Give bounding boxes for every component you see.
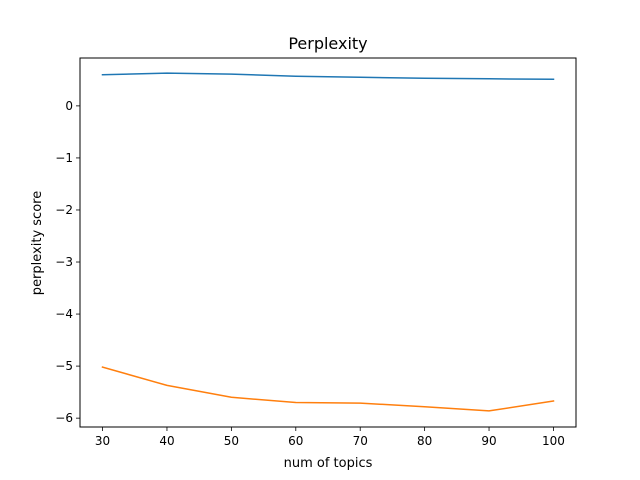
y-tick-label: −1 (55, 151, 73, 165)
y-tick-label: 0 (65, 99, 73, 113)
x-tick-label: 60 (288, 434, 303, 448)
y-tick-label: −3 (55, 255, 73, 269)
x-axis-label: num of topics (284, 456, 373, 471)
x-axis: 30 40 50 60 70 80 90 100 (95, 427, 565, 448)
x-tick-label: 90 (481, 434, 496, 448)
y-axis: 0 −1 −2 −3 −4 −5 −6 (55, 99, 80, 425)
series-line-0 (101, 72, 555, 81)
y-tick-label: −6 (55, 411, 73, 425)
x-tick-label: 100 (542, 434, 565, 448)
x-tick-label: 40 (159, 434, 174, 448)
y-tick-label: −5 (55, 359, 73, 373)
chart-title: Perplexity (288, 34, 367, 53)
x-tick-label: 50 (224, 434, 239, 448)
x-tick-label: 30 (95, 434, 110, 448)
x-tick-label: 70 (353, 434, 368, 448)
series-layer (101, 72, 555, 412)
series-line-1 (101, 366, 555, 412)
y-axis-label: perplexity score (30, 191, 45, 295)
y-tick-label: −4 (55, 307, 73, 321)
y-tick-label: −2 (55, 203, 73, 217)
plot-frame (79, 57, 577, 428)
x-tick-label: 80 (417, 434, 432, 448)
